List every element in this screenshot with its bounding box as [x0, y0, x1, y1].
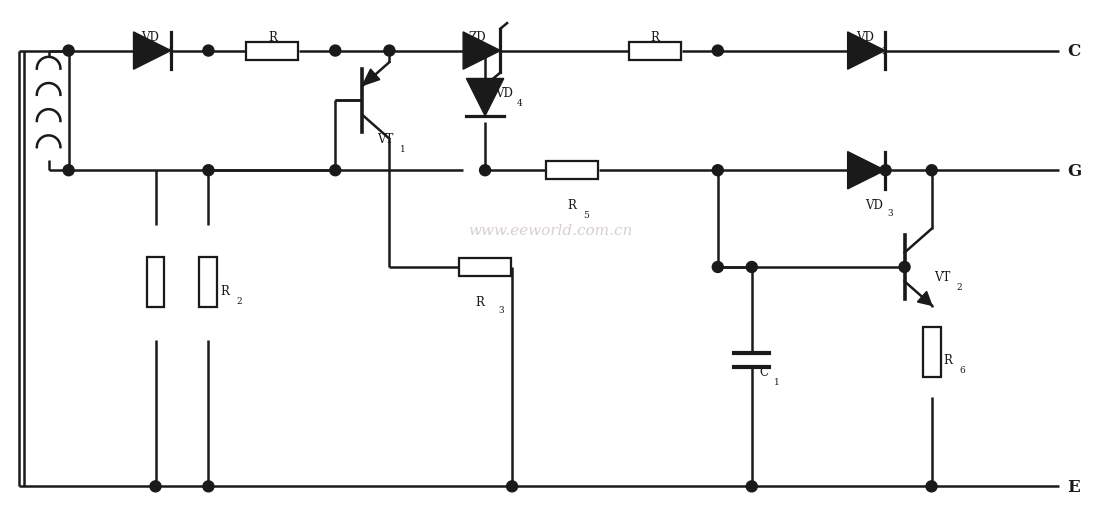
- Polygon shape: [917, 292, 932, 306]
- Text: 1: 1: [167, 46, 173, 56]
- Polygon shape: [848, 153, 885, 189]
- Text: 4: 4: [666, 46, 673, 56]
- Circle shape: [926, 166, 937, 176]
- Circle shape: [480, 46, 491, 57]
- Text: R: R: [268, 30, 277, 43]
- Circle shape: [330, 166, 341, 176]
- Circle shape: [712, 46, 724, 57]
- Circle shape: [899, 262, 910, 273]
- Bar: [546, 162, 598, 180]
- Circle shape: [880, 166, 891, 176]
- Text: R: R: [650, 30, 659, 43]
- Polygon shape: [362, 70, 380, 86]
- Circle shape: [383, 46, 394, 57]
- Bar: [923, 327, 941, 377]
- Text: ZD: ZD: [469, 30, 486, 43]
- Text: VD: VD: [142, 30, 160, 43]
- Circle shape: [506, 481, 517, 492]
- Circle shape: [747, 262, 757, 273]
- Text: G: G: [1067, 163, 1081, 179]
- Text: 1: 1: [284, 46, 289, 56]
- Bar: [146, 258, 164, 308]
- Circle shape: [203, 481, 214, 492]
- Text: C: C: [760, 366, 769, 378]
- Bar: [246, 42, 298, 61]
- Text: R: R: [220, 284, 229, 297]
- Text: 1: 1: [400, 144, 406, 154]
- Text: VD: VD: [864, 199, 882, 212]
- Circle shape: [926, 481, 937, 492]
- Text: VD: VD: [855, 30, 873, 43]
- Text: R: R: [475, 295, 484, 308]
- Text: 3: 3: [499, 305, 504, 314]
- Polygon shape: [134, 33, 171, 70]
- Text: 6: 6: [960, 366, 965, 374]
- Text: C: C: [1067, 43, 1080, 60]
- Circle shape: [203, 166, 214, 176]
- Bar: [199, 258, 217, 308]
- Circle shape: [150, 481, 161, 492]
- Polygon shape: [848, 33, 885, 70]
- Circle shape: [63, 46, 74, 57]
- Text: R: R: [944, 354, 953, 367]
- Circle shape: [747, 481, 757, 492]
- Text: 5: 5: [584, 211, 589, 220]
- Text: 3: 3: [888, 209, 893, 218]
- Text: R: R: [567, 199, 576, 212]
- Bar: [459, 259, 511, 276]
- Circle shape: [203, 46, 214, 57]
- Polygon shape: [463, 33, 501, 70]
- Circle shape: [712, 262, 724, 273]
- Circle shape: [712, 166, 724, 176]
- Text: E: E: [1067, 478, 1080, 495]
- Bar: [629, 42, 680, 61]
- Text: 4: 4: [517, 98, 523, 108]
- Text: 2: 2: [236, 296, 242, 305]
- Text: VT: VT: [934, 271, 951, 284]
- Circle shape: [480, 166, 491, 176]
- Circle shape: [63, 166, 74, 176]
- Text: 2: 2: [882, 46, 888, 56]
- Text: 1: 1: [773, 377, 779, 386]
- Text: VD: VD: [495, 87, 513, 100]
- Circle shape: [330, 46, 341, 57]
- Text: VT: VT: [377, 132, 393, 145]
- Polygon shape: [466, 79, 504, 117]
- Text: www.eeworld.com.cn: www.eeworld.com.cn: [468, 224, 633, 237]
- Text: 2: 2: [956, 283, 962, 292]
